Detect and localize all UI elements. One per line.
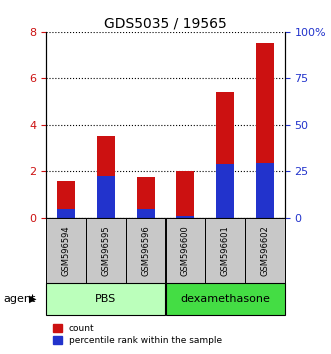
Bar xyxy=(245,218,285,283)
Text: dexamethasone: dexamethasone xyxy=(180,294,270,304)
Text: GSM596601: GSM596601 xyxy=(220,225,230,276)
Bar xyxy=(46,218,86,283)
Bar xyxy=(216,92,234,218)
Bar xyxy=(137,177,155,218)
Text: agent: agent xyxy=(3,294,36,304)
Text: GSM596600: GSM596600 xyxy=(181,225,190,276)
Bar xyxy=(126,218,166,283)
Bar xyxy=(86,218,126,283)
Bar xyxy=(46,283,166,315)
Bar xyxy=(205,218,245,283)
Bar xyxy=(176,171,194,218)
Bar xyxy=(137,209,155,218)
Bar xyxy=(256,163,274,218)
Text: PBS: PBS xyxy=(95,294,117,304)
Bar xyxy=(166,283,285,315)
Text: GSM596595: GSM596595 xyxy=(101,225,111,276)
Text: GSM596594: GSM596594 xyxy=(62,225,71,276)
Text: ▶: ▶ xyxy=(29,294,37,304)
Title: GDS5035 / 19565: GDS5035 / 19565 xyxy=(104,17,227,31)
Bar xyxy=(176,216,194,218)
Bar xyxy=(97,176,115,218)
Bar xyxy=(97,136,115,218)
Text: GSM596602: GSM596602 xyxy=(260,225,269,276)
Legend: count, percentile rank within the sample: count, percentile rank within the sample xyxy=(51,322,224,347)
Bar xyxy=(57,209,75,218)
Text: GSM596596: GSM596596 xyxy=(141,225,150,276)
Bar xyxy=(256,44,274,218)
Bar xyxy=(216,164,234,218)
Bar xyxy=(57,181,75,218)
Bar xyxy=(166,218,205,283)
